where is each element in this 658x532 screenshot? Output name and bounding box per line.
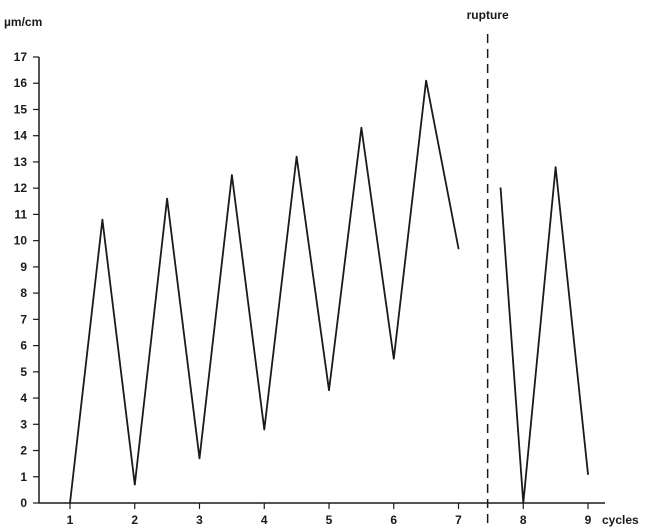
annotations: rupture <box>467 8 509 528</box>
x-tick-label: 2 <box>131 513 138 527</box>
data-point <box>499 187 502 190</box>
data-point <box>133 483 136 486</box>
data-point <box>198 457 201 460</box>
y-axis-title: µm/cm <box>4 15 42 29</box>
y-tick-label: 4 <box>20 391 27 405</box>
x-tick-label: 5 <box>326 513 333 527</box>
y-tick-label: 11 <box>14 207 27 221</box>
series-line <box>499 167 589 504</box>
data-point <box>69 502 71 504</box>
rupture-label: rupture <box>467 8 509 22</box>
data-point <box>360 126 363 129</box>
y-tick-label: 3 <box>20 417 27 431</box>
data-point <box>425 79 428 82</box>
y-tick-label: 7 <box>20 312 27 326</box>
y-tick-label: 5 <box>20 365 27 379</box>
data-point <box>554 166 557 169</box>
y-tick-label: 2 <box>20 444 27 458</box>
data-point <box>522 502 525 504</box>
data-point <box>457 247 460 250</box>
data-point <box>587 473 589 476</box>
y-tick-label: 17 <box>14 50 28 64</box>
data-point <box>295 155 298 158</box>
x-tick-label: 6 <box>390 513 397 527</box>
data-point <box>101 218 104 221</box>
x-tick-label: 7 <box>455 513 462 527</box>
x-tick-label: 8 <box>520 513 527 527</box>
data-point <box>392 357 395 360</box>
x-ticks: 1 2 3 4 5 6 7 8 9 <box>67 503 592 527</box>
x-axis: 1 2 3 4 5 6 7 8 9 <box>39 502 605 527</box>
x-tick-label: 4 <box>261 513 268 527</box>
data-point <box>263 428 266 431</box>
y-tick-label: 10 <box>14 234 28 248</box>
data-point <box>230 174 233 176</box>
y-tick-label: 9 <box>20 260 27 274</box>
y-tick-label: 16 <box>14 76 28 90</box>
y-tick-label: 12 <box>14 181 28 195</box>
x-tick-label: 9 <box>585 513 592 527</box>
y-tick-label: 15 <box>14 102 28 116</box>
series-line <box>69 80 460 504</box>
x-tick-label: 3 <box>196 513 203 527</box>
y-tick-label: 13 <box>14 155 28 169</box>
data-point <box>328 389 330 392</box>
y-tick-label: 1 <box>20 470 27 484</box>
data-point <box>166 197 169 200</box>
y-tick-label: 0 <box>20 496 27 510</box>
x-axis-title: cycles <box>602 513 639 527</box>
y-tick-label: 8 <box>20 286 27 300</box>
series-group <box>69 79 589 504</box>
x-tick-label: 1 <box>67 513 74 527</box>
y-tick-label: 14 <box>14 129 28 143</box>
y-tick-label: 6 <box>20 339 27 353</box>
